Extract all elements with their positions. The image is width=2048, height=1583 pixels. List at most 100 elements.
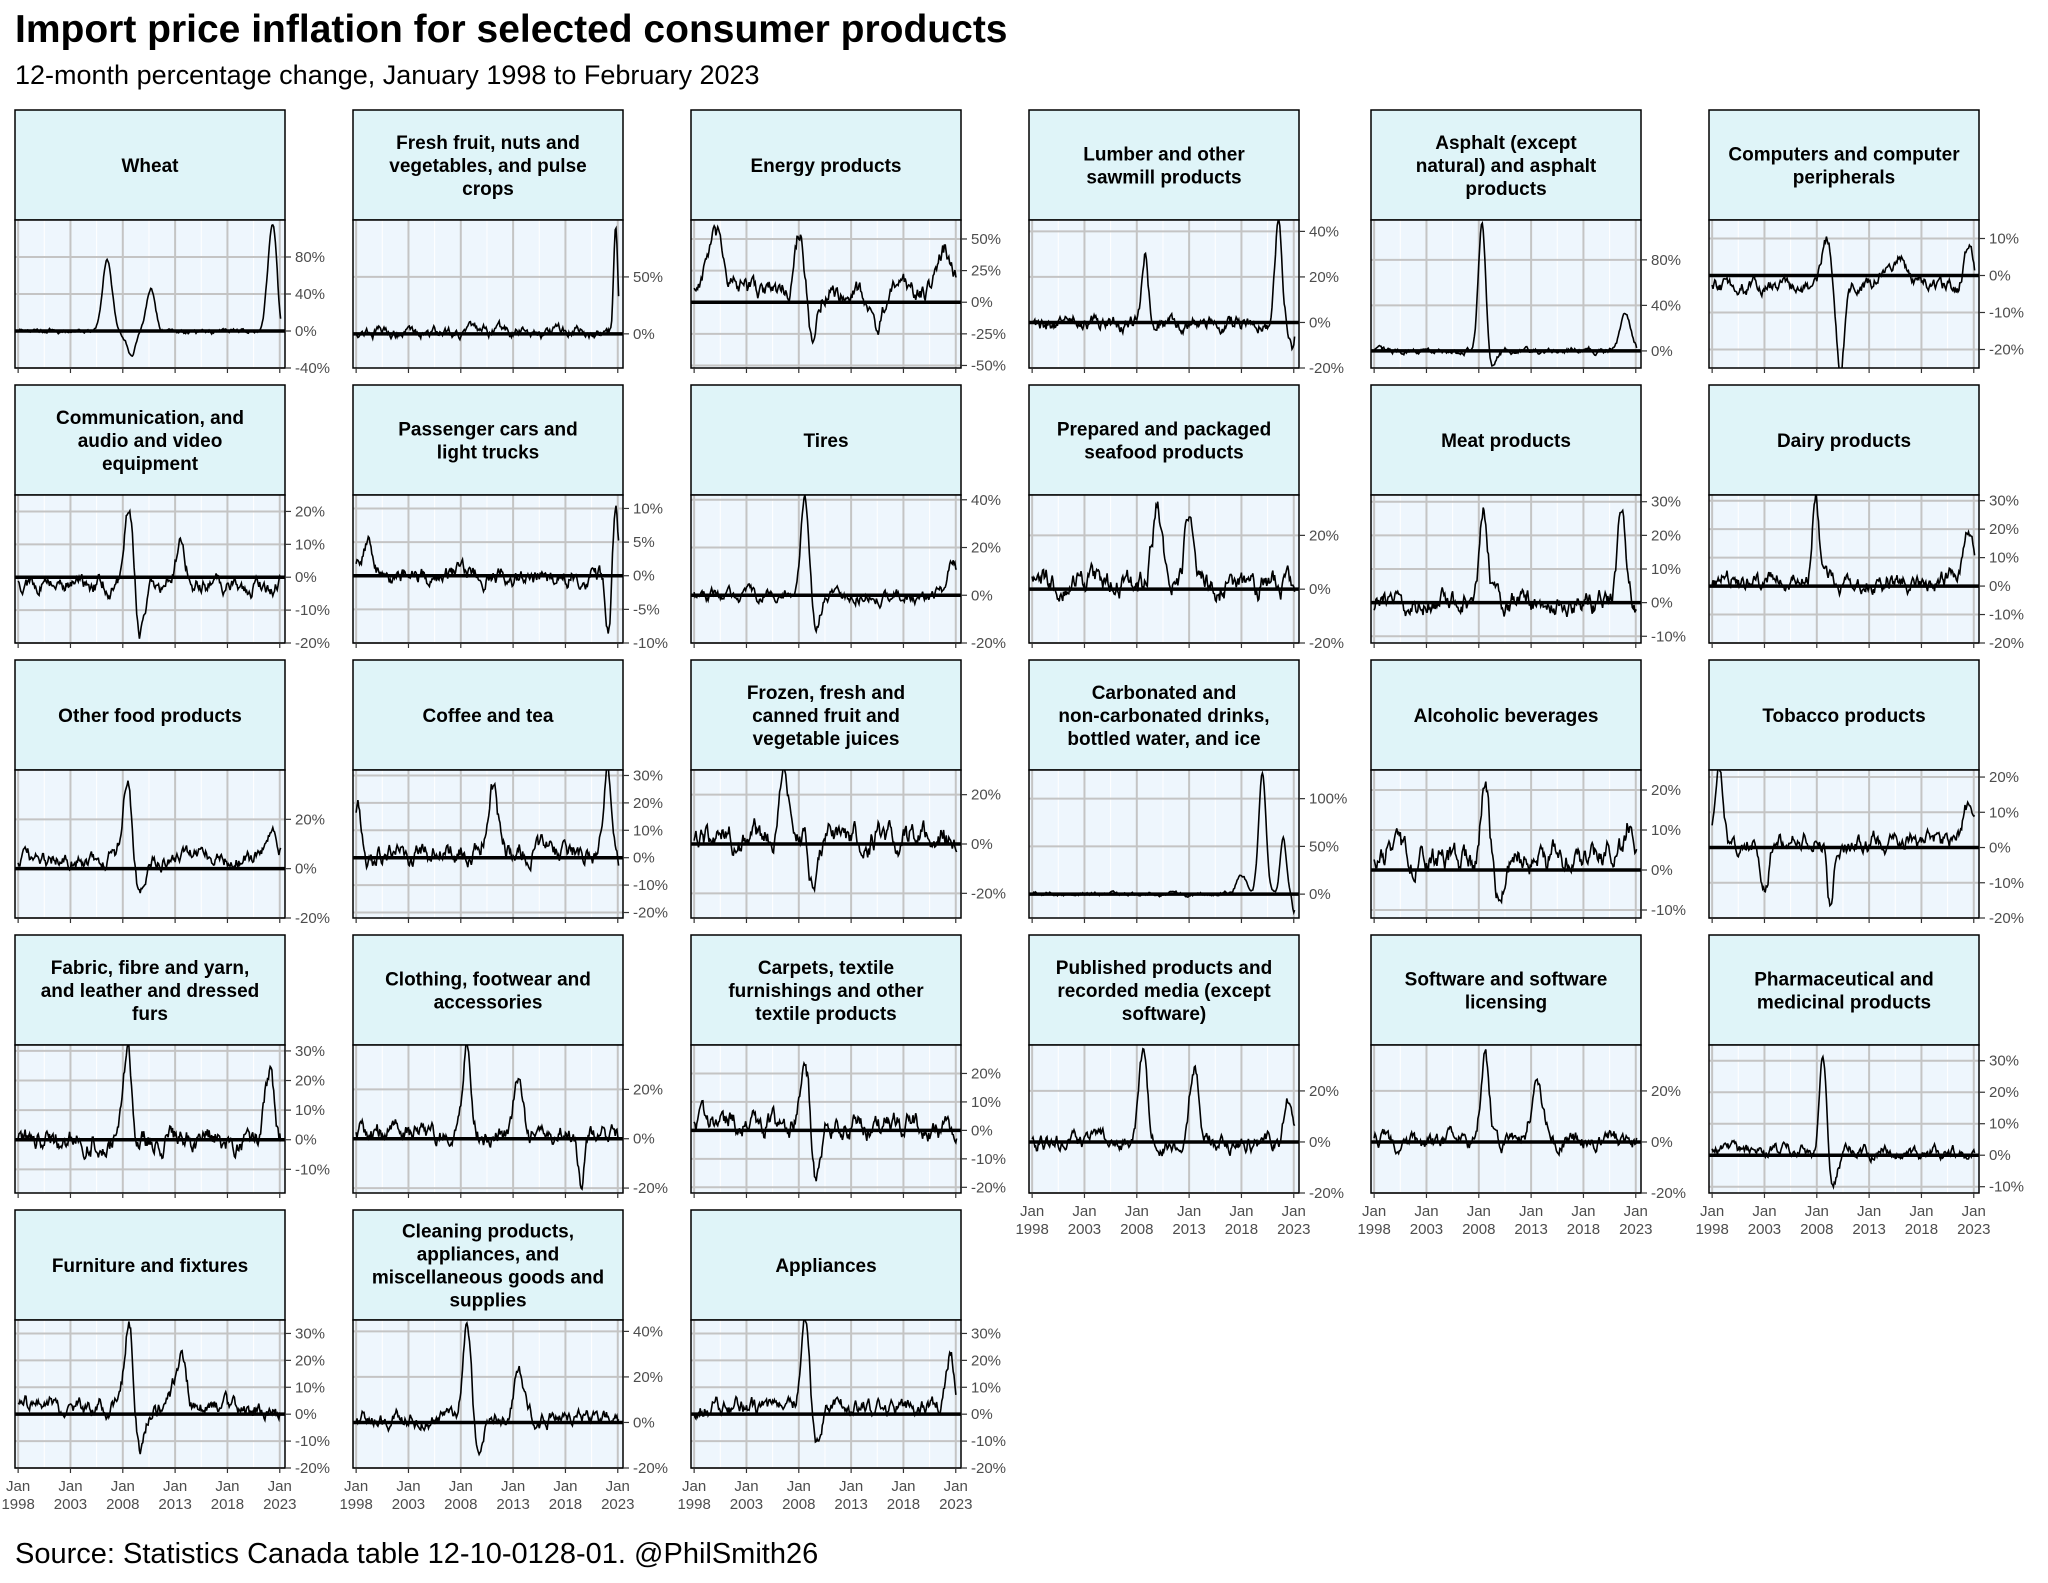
- panel-title: Passenger cars and: [398, 420, 578, 441]
- y-tick-label: 50%: [971, 231, 1001, 248]
- y-tick-label: 20%: [1309, 527, 1339, 544]
- panel-border: [1028, 494, 1300, 644]
- x-tick-label: Jan: [1414, 1203, 1438, 1220]
- x-tick-label: Jan: [1571, 1203, 1595, 1220]
- panel: Furniture and fixtures -20% -10% 0% 10% 20% 30…: [1, 1209, 330, 1513]
- panel-strip: [1708, 659, 1980, 771]
- y-tick-label: -10%: [295, 1161, 330, 1178]
- panel: Fabric, fibre and yarn,and leather and d…: [14, 934, 330, 1198]
- x-tick-label: 2003: [1748, 1221, 1781, 1238]
- panel-title: Fresh fruit, nuts and: [396, 133, 580, 154]
- panel-title: Wheat: [122, 156, 180, 177]
- y-tick-label: 10%: [633, 822, 663, 839]
- y-tick-label: 20%: [1651, 1083, 1681, 1100]
- panel-title: vegetable juices: [753, 729, 900, 750]
- y-tick-label: -20%: [1989, 342, 2024, 359]
- panel-strip: [352, 659, 624, 771]
- x-tick-label: Jan: [268, 1478, 292, 1495]
- panel-border: [352, 219, 624, 369]
- panel-title: accessories: [434, 993, 543, 1014]
- y-tick-label: 0%: [971, 1406, 993, 1423]
- y-tick-label: 5%: [633, 534, 655, 551]
- panel-title: Asphalt (except: [1435, 133, 1577, 154]
- y-tick-label: 40%: [971, 492, 1001, 509]
- series-line: [17, 1045, 282, 1161]
- y-tick-label: 0%: [1989, 268, 2011, 285]
- panel-border: [14, 1319, 286, 1469]
- x-tick-label: Jan: [1700, 1203, 1724, 1220]
- panel-title: Communication, and: [56, 408, 244, 429]
- x-tick-label: Jan: [1177, 1203, 1201, 1220]
- series-line: [1373, 781, 1638, 905]
- panel-border: [1028, 219, 1300, 369]
- y-tick-label: -20%: [1989, 910, 2024, 927]
- x-tick-label: 1998: [1, 1496, 34, 1513]
- y-tick-label: 20%: [1989, 1084, 2019, 1101]
- y-tick-label: 0%: [1651, 1134, 1673, 1151]
- x-tick-label: 2023: [1619, 1221, 1652, 1238]
- series-line: [693, 1320, 957, 1444]
- panel-strip: [1708, 934, 1980, 1046]
- x-tick-label: 2003: [392, 1496, 425, 1513]
- x-tick-label: Jan: [944, 1478, 968, 1495]
- y-tick-label: 30%: [295, 1325, 325, 1342]
- panel-plot-area: [1029, 220, 1299, 368]
- y-tick-label: -10%: [1651, 628, 1686, 645]
- x-tick-label: 2013: [158, 1496, 191, 1513]
- panel-title: Furniture and fixtures: [52, 1256, 248, 1277]
- x-tick-label: 2003: [54, 1496, 87, 1513]
- x-tick-label: 2008: [1462, 1221, 1495, 1238]
- panel-border: [14, 769, 286, 919]
- y-tick-label: -50%: [971, 357, 1006, 374]
- y-tick-label: 20%: [295, 811, 325, 828]
- y-tick-label: 40%: [1309, 223, 1339, 240]
- panel-title: supplies: [449, 1291, 526, 1312]
- panel: Tires -20% 0% 20% 40%: [690, 384, 1006, 652]
- panel-title: Cleaning products,: [402, 1222, 574, 1243]
- x-tick-label: 2018: [887, 1496, 920, 1513]
- panel-title: non-carbonated drinks,: [1058, 706, 1269, 727]
- series-line: [17, 508, 282, 639]
- y-tick-label: 20%: [633, 1081, 663, 1098]
- y-tick-label: 30%: [1989, 493, 2019, 510]
- panel-border: [1028, 1044, 1300, 1194]
- y-tick-label: 10%: [971, 1379, 1001, 1396]
- chart-subtitle: 12-month percentage change, January 1998…: [15, 60, 760, 90]
- x-tick-label: 2018: [1567, 1221, 1600, 1238]
- panel-strip: [1708, 384, 1980, 496]
- panel-title: furs: [132, 1004, 168, 1025]
- y-tick-label: 0%: [1309, 581, 1331, 598]
- panel-plot-area: [1709, 770, 1979, 918]
- panel-title: recorded media (except: [1057, 981, 1271, 1002]
- y-tick-label: 10%: [1989, 1116, 2019, 1133]
- series-line: [1711, 770, 1976, 908]
- x-tick-label: 1998: [1015, 1221, 1048, 1238]
- panel-border: [352, 1319, 624, 1469]
- y-tick-label: 20%: [971, 1352, 1001, 1369]
- panel-plot-area: [1709, 495, 1979, 643]
- series-line: [17, 1321, 281, 1455]
- y-tick-label: 20%: [1651, 527, 1681, 544]
- y-tick-label: 100%: [1309, 791, 1347, 808]
- panel-strip: [1370, 384, 1642, 496]
- y-tick-label: 30%: [1651, 494, 1681, 511]
- series-line: [1711, 495, 1976, 598]
- panel-title: Pharmaceutical and: [1754, 970, 1934, 991]
- series-line: [1031, 770, 1296, 916]
- y-tick-label: -20%: [971, 885, 1006, 902]
- panel-title: vegetables, and pulse: [389, 156, 586, 177]
- panel-title: Frozen, fresh and: [747, 683, 905, 704]
- y-tick-label: 0%: [295, 323, 317, 340]
- y-tick-label: -10%: [1989, 875, 2024, 892]
- x-tick-label: 2013: [496, 1496, 529, 1513]
- panel-title: Software and software: [1405, 970, 1608, 991]
- x-tick-label: 2008: [1120, 1221, 1153, 1238]
- panel-plot-area: [15, 1320, 285, 1468]
- y-tick-label: 40%: [295, 286, 325, 303]
- x-tick-label: Jan: [58, 1478, 82, 1495]
- series-line: [17, 780, 282, 894]
